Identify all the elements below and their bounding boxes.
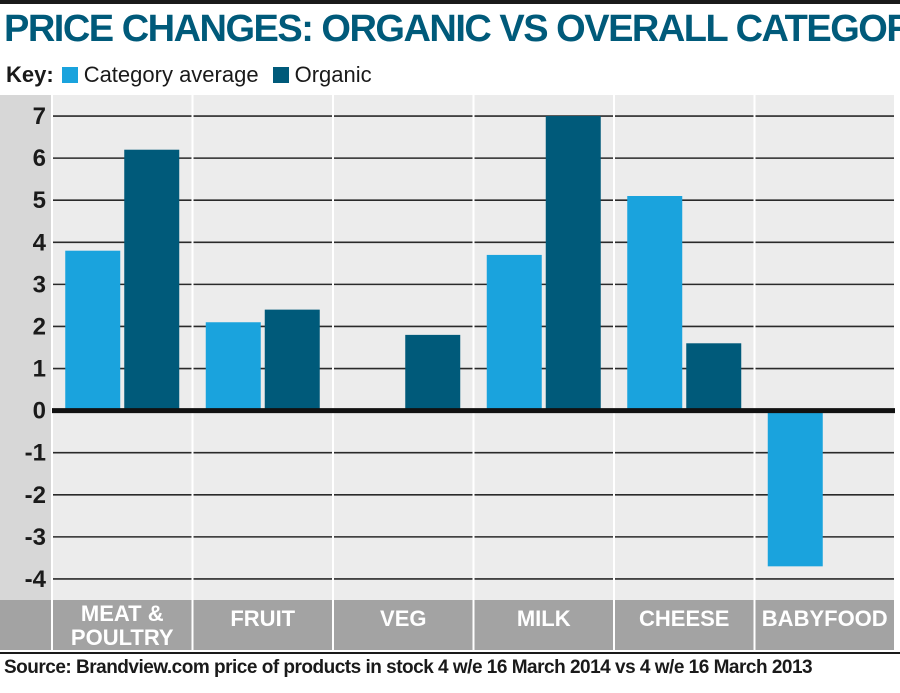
y-tick-label: -3 bbox=[25, 524, 46, 551]
bar-category-average-milk bbox=[486, 254, 542, 411]
legend-swatch-category-average bbox=[61, 67, 78, 83]
y-tick-label: -4 bbox=[25, 566, 47, 593]
category-label-band bbox=[0, 600, 895, 650]
legend-item-category-average: Category average bbox=[61, 62, 259, 88]
category-label: MILK bbox=[517, 606, 571, 631]
bar-organic-cheese bbox=[686, 343, 742, 411]
bottom-rule bbox=[0, 652, 900, 654]
category-label: VEG bbox=[380, 606, 426, 631]
bar-organic-milk bbox=[545, 116, 601, 411]
y-tick-label: -2 bbox=[25, 482, 46, 509]
bar-category-average-meat-poultry bbox=[65, 250, 121, 411]
y-tick-label: 0 bbox=[33, 398, 46, 425]
legend-label: Key: bbox=[6, 62, 54, 87]
chart-title: PRICE CHANGES: ORGANIC VS OVERALL CATEGO… bbox=[4, 8, 900, 50]
bar-category-average-fruit bbox=[205, 322, 261, 411]
category-label: POULTRY bbox=[71, 625, 174, 650]
category-label: BABYFOOD bbox=[762, 606, 888, 631]
y-tick-label: 5 bbox=[33, 187, 46, 214]
y-tick-label: 2 bbox=[33, 313, 46, 340]
top-rule bbox=[0, 0, 900, 4]
legend-item-organic: Organic bbox=[272, 62, 372, 88]
y-tick-label: 7 bbox=[33, 103, 46, 130]
bar-category-average-babyfood bbox=[767, 410, 823, 567]
y-tick-label: 4 bbox=[33, 229, 47, 256]
legend-swatch-organic bbox=[272, 67, 289, 83]
legend-text-category-average: Category average bbox=[83, 62, 259, 87]
y-tick-label: 3 bbox=[33, 271, 46, 298]
bar-chart: 7 6 5 4 3 2 1 0 -1 -2 -3 -4 MEAT &POULTRY FRUIT VEG MIL… bbox=[0, 95, 896, 650]
category-label: CHEESE bbox=[639, 606, 729, 631]
bar-organic-veg bbox=[405, 334, 461, 411]
bar-organic-fruit bbox=[264, 309, 320, 411]
category-label: FRUIT bbox=[230, 606, 295, 631]
source-note: Source: Brandview.com price of products … bbox=[4, 657, 813, 678]
y-tick-label: 6 bbox=[33, 145, 46, 172]
bar-organic-meat-poultry bbox=[124, 149, 180, 411]
y-tick-label: 1 bbox=[33, 356, 46, 383]
legend: Key: Category average Organic bbox=[6, 62, 386, 88]
bar-category-average-cheese bbox=[627, 196, 683, 411]
category-label: MEAT & bbox=[81, 601, 164, 626]
y-axis-band bbox=[0, 95, 52, 600]
legend-text-organic: Organic bbox=[294, 62, 372, 87]
y-tick-label: -1 bbox=[25, 440, 46, 467]
